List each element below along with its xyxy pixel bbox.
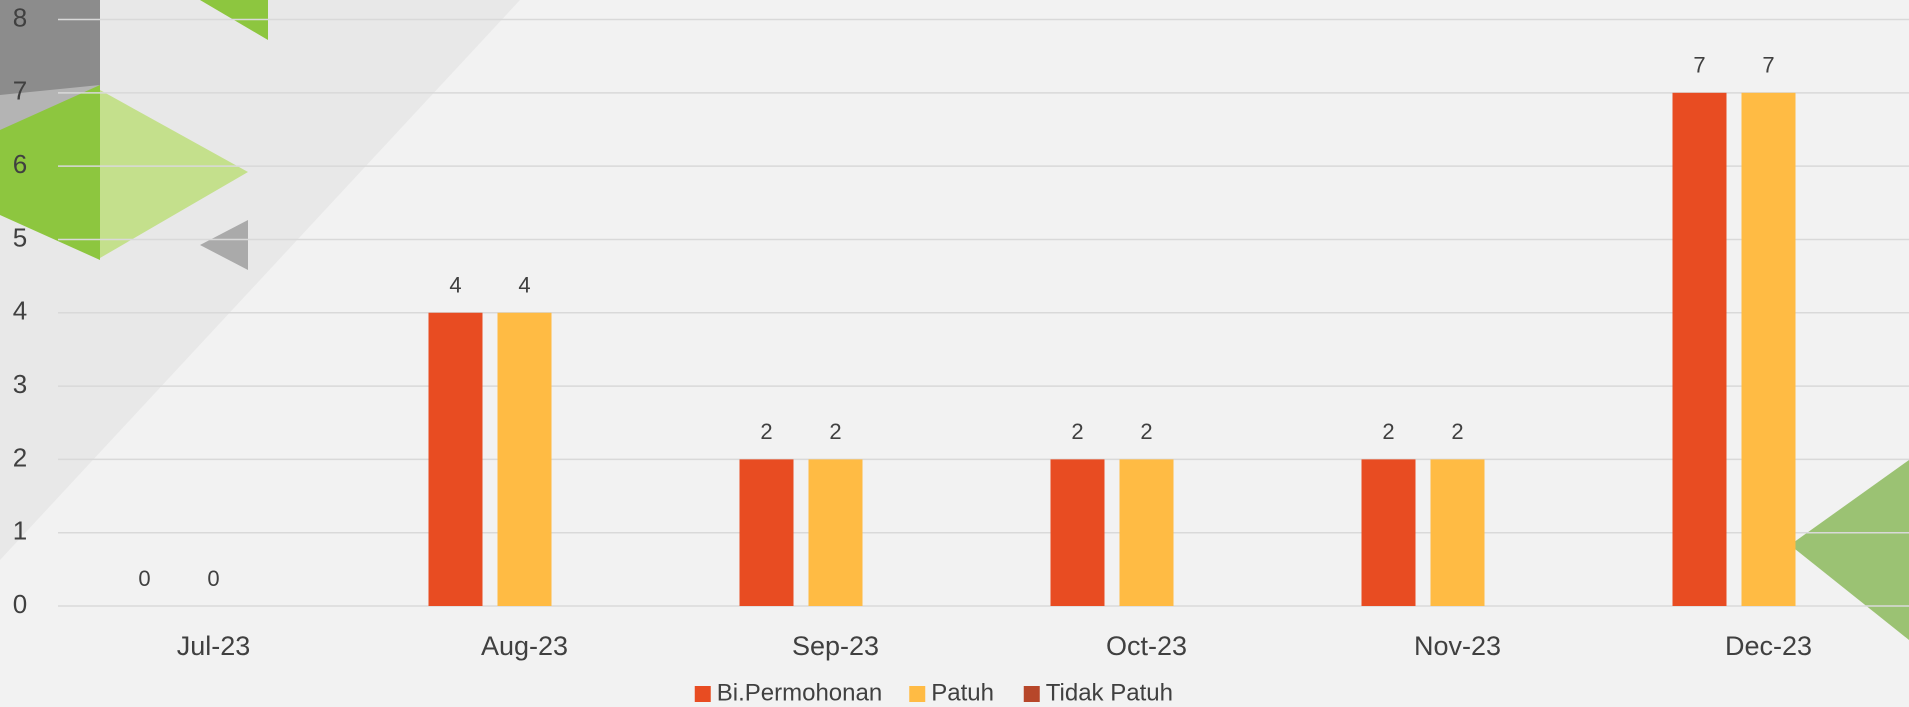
bar [1361,459,1416,606]
bar [1741,92,1796,606]
bar [1119,459,1174,606]
data-label: 2 [1382,419,1394,444]
bar [1672,92,1727,606]
data-label: 7 [1693,53,1705,78]
x-tick-label: Oct-23 [1106,631,1187,661]
y-tick-label: 5 [13,222,27,252]
y-tick-label: 3 [13,369,27,399]
legend-swatch [694,686,711,702]
data-label: 7 [1762,53,1774,78]
x-tick-label: Dec-23 [1725,631,1812,661]
data-label: 4 [449,273,461,298]
y-tick-label: 6 [13,149,27,179]
data-label: 0 [138,566,150,591]
y-tick-label: 4 [13,296,27,326]
x-tick-label: Sep-23 [792,631,879,661]
data-label: 0 [207,566,219,591]
bar [808,459,863,606]
data-label: 2 [1071,419,1083,444]
y-tick-label: 2 [13,442,27,472]
legend-label: Patuh [931,679,994,706]
bar [1050,459,1105,606]
y-tick-label: 7 [13,76,27,106]
data-label: 2 [829,419,841,444]
data-label: 2 [760,419,772,444]
x-tick-label: Jul-23 [177,631,251,661]
y-tick-label: 1 [13,516,27,546]
y-tick-label: 8 [13,2,27,32]
legend-label: Tidak Patuh [1046,679,1173,706]
x-tick-label: Aug-23 [481,631,568,661]
legend-label: Bi.Permohonan [717,679,882,706]
bar [739,459,794,606]
bar [497,312,552,606]
legend-swatch [909,686,926,702]
y-tick-label: 0 [13,589,27,619]
data-label: 2 [1140,419,1152,444]
legend-swatch [1023,686,1040,702]
background-decoration [0,0,1909,640]
x-tick-label: Nov-23 [1414,631,1501,661]
data-label: 2 [1451,419,1463,444]
bar [428,312,483,606]
data-label: 4 [518,273,530,298]
bar [1430,459,1485,606]
